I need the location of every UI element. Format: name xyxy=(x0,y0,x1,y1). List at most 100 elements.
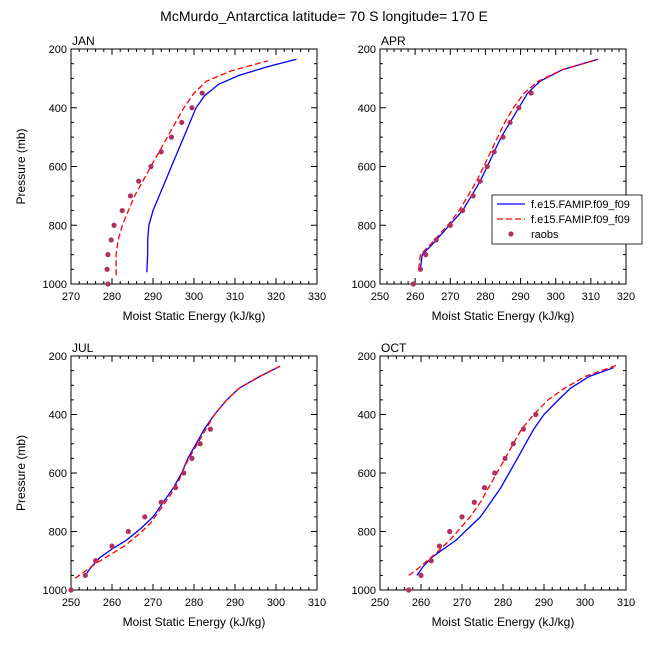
x-tick-label: 330 xyxy=(308,291,326,303)
y-tick-label: 800 xyxy=(358,527,376,539)
raobs-point xyxy=(470,193,476,199)
panel-label-apr: APR xyxy=(381,34,406,48)
raobs-point xyxy=(109,543,115,549)
x-tick-label: 250 xyxy=(371,597,389,609)
x-tick-label: 260 xyxy=(406,291,424,303)
y-tick-label: 400 xyxy=(358,410,376,422)
raobs-point xyxy=(481,485,488,491)
x-tick-label: 270 xyxy=(144,597,162,609)
raobs-point xyxy=(119,207,125,214)
raobs-point xyxy=(471,499,477,505)
raobs-point xyxy=(158,499,164,505)
y-tick-label: 200 xyxy=(49,44,67,56)
y-axis-title: Pressure (mb) xyxy=(14,128,28,204)
raobs-point xyxy=(181,470,187,476)
panel-jan: JAN 270 280 290 300 310 320 330 200 400 600 800 1000… xyxy=(14,34,326,323)
raobs-point xyxy=(197,441,203,447)
x-tick-label: 250 xyxy=(62,597,80,609)
raobs-point xyxy=(93,558,99,564)
y-tick-label: 800 xyxy=(49,527,67,539)
x-tick-label: 280 xyxy=(103,291,121,303)
legend-label: f.e15.FAMIP.f09_f09 xyxy=(531,214,630,226)
raobs-point xyxy=(507,119,513,126)
plot-frame xyxy=(379,48,627,285)
x-tick-label: 270 xyxy=(453,597,471,609)
x-tick-label: 310 xyxy=(582,291,600,303)
raobs-point xyxy=(516,105,522,111)
x-tick-label: 300 xyxy=(185,291,203,303)
panel-oct: OCT 250 260 270 280 290 300 310 200 400 600 800 1000… xyxy=(352,341,636,629)
series-line-dashed xyxy=(74,365,281,579)
raobs-point xyxy=(105,252,111,258)
raobs-point xyxy=(491,149,497,155)
raobs-point xyxy=(528,90,534,96)
y-tick-label: 400 xyxy=(49,103,67,115)
legend: f.e15.FAMIP.f09_f09 f.e15.FAMIP.f09_f09ra… xyxy=(491,194,643,245)
y-tick-label: 800 xyxy=(49,220,67,232)
panel-label-oct: OCT xyxy=(381,341,407,355)
y-tick-label: 600 xyxy=(358,468,376,480)
raobs-point xyxy=(105,281,111,287)
x-axis-title: Moist Static Energy (kJ/kg) xyxy=(432,309,575,323)
raobs-point xyxy=(447,222,453,228)
series-line-dashed xyxy=(408,364,619,576)
y-tick-label: 1000 xyxy=(43,279,67,291)
y-tick-label: 600 xyxy=(358,162,376,174)
panel-label-jul: JUL xyxy=(72,341,94,355)
y-tick-label: 200 xyxy=(358,44,376,56)
raobs-point xyxy=(502,455,508,461)
x-tick-label: 270 xyxy=(62,291,80,303)
raobs-point xyxy=(158,149,164,155)
raobs-point xyxy=(533,411,539,418)
legend-marker xyxy=(508,231,514,237)
y-tick-label: 400 xyxy=(358,103,376,115)
y-tick-label: 200 xyxy=(49,351,67,363)
x-tick-label: 270 xyxy=(441,291,459,303)
raobs-point xyxy=(436,543,443,549)
x-tick-label: 320 xyxy=(267,291,285,303)
x-tick-label: 320 xyxy=(617,291,635,303)
raobs-point xyxy=(433,237,439,243)
raobs-point xyxy=(520,426,527,432)
series-line-dashed xyxy=(115,60,268,276)
x-tick-label: 280 xyxy=(185,597,203,609)
chart-title: McMurdo_Antarctica latitude= 70 S longit… xyxy=(160,8,488,24)
legend-label: raobs xyxy=(531,229,559,241)
x-tick-label: 280 xyxy=(476,291,494,303)
raobs-point xyxy=(148,163,154,170)
raobs-point xyxy=(189,105,195,111)
x-tick-label: 280 xyxy=(494,597,512,609)
raobs-point xyxy=(82,572,88,578)
raobs-point xyxy=(125,528,131,535)
raobs-point xyxy=(459,514,465,520)
raobs-point xyxy=(111,222,117,228)
raobs-point xyxy=(168,134,175,140)
x-tick-label: 290 xyxy=(535,597,553,609)
plot-frame xyxy=(70,48,318,285)
raobs-point xyxy=(423,252,429,258)
raobs-point xyxy=(199,90,205,96)
x-tick-label: 310 xyxy=(226,291,244,303)
panel-label-jan: JAN xyxy=(72,34,95,48)
panel-jul: JUL 250 260 270 280 290 300 310 200 400 600 800 1000… xyxy=(14,341,326,629)
x-tick-label: 290 xyxy=(144,291,162,303)
x-tick-label: 300 xyxy=(267,597,285,609)
raobs-point xyxy=(418,572,424,578)
y-tick-label: 600 xyxy=(49,468,67,480)
plot-frame xyxy=(70,355,318,591)
raobs-point xyxy=(447,528,453,535)
series-line-solid xyxy=(146,58,297,273)
raobs-point xyxy=(142,514,148,520)
x-tick-label: 310 xyxy=(617,597,635,609)
raobs-point xyxy=(510,441,516,447)
x-axis-title: Moist Static Energy (kJ/kg) xyxy=(123,309,266,323)
raobs-point xyxy=(484,163,490,170)
panel-apr: APR 250 260 270 280 290 300 310 320 200 400 600 800 1… xyxy=(352,34,636,323)
x-axis-title: Moist Static Energy (kJ/kg) xyxy=(123,615,266,629)
raobs-point xyxy=(108,237,114,243)
raobs-point xyxy=(127,193,134,199)
series-line-solid xyxy=(84,365,281,576)
x-tick-label: 310 xyxy=(308,597,326,609)
raobs-point xyxy=(172,485,179,491)
